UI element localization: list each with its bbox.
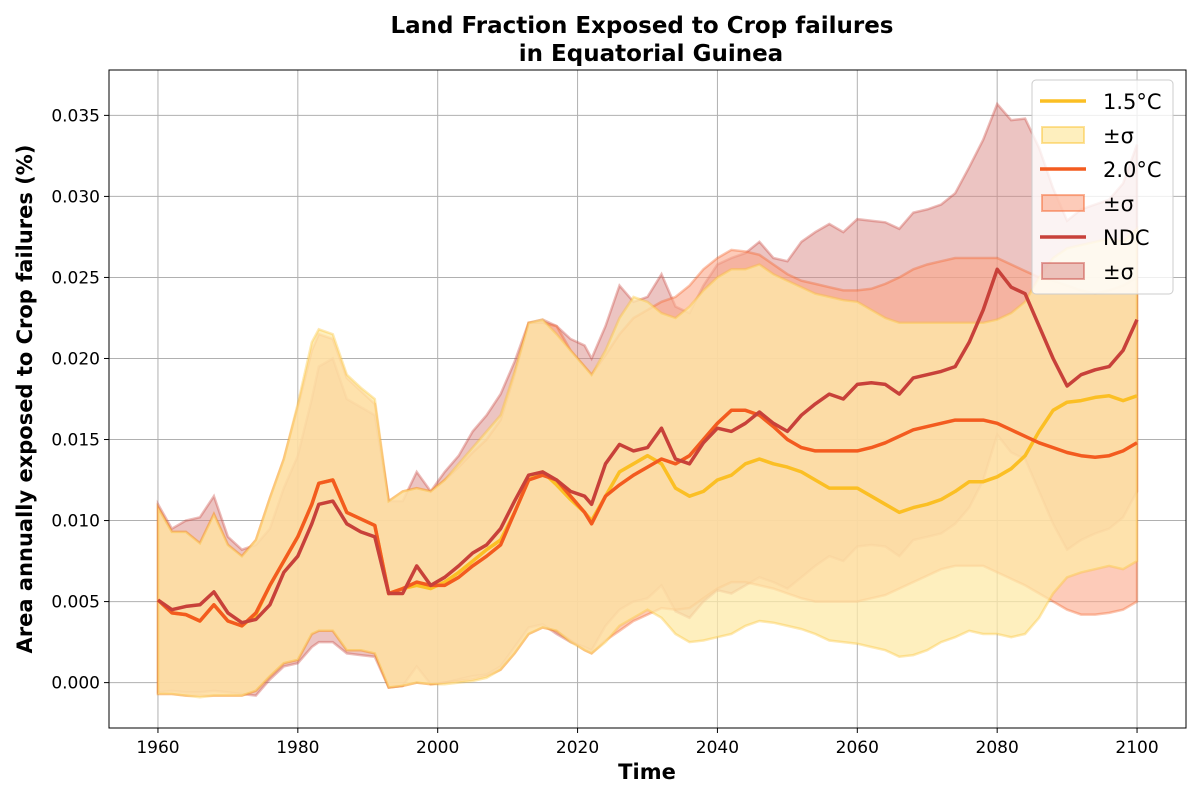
x-axis-ticks: 1960 1980 2000 2020 2040 2060 2080 2100 <box>136 728 1159 758</box>
chart-title-line-2: in Equatorial Guinea <box>519 41 783 67</box>
series-lines <box>156 267 1139 628</box>
y-tick-label: 0.030 <box>51 187 100 207</box>
y-tick-label: 0.015 <box>51 431 100 451</box>
legend: 1.5°C ±σ 2.0°C ±σ NDC ±σ <box>1031 79 1174 295</box>
x-tick-label: 2060 <box>836 738 879 758</box>
legend-label-ndc: NDC <box>1103 226 1150 250</box>
x-tick-label: 2020 <box>556 738 599 758</box>
y-tick-label: 0.035 <box>51 106 100 126</box>
y-tick-label: 0.010 <box>51 512 100 532</box>
x-tick-label: 1980 <box>276 738 319 758</box>
y-axis-label: Area annually exposed to Crop failures (… <box>13 145 37 654</box>
y-tick-label: 0.025 <box>51 268 100 288</box>
line-2-0-c <box>156 408 1138 628</box>
legend-band-swatch-1-5-c <box>1041 126 1085 144</box>
band-1-5-c <box>156 225 1139 699</box>
x-tick-label: 2040 <box>696 738 739 758</box>
x-tick-label: 2000 <box>416 738 459 758</box>
legend-label-2-0-c: 2.0°C <box>1103 158 1162 182</box>
y-tick-label: 0.005 <box>51 593 100 613</box>
line-ndc <box>156 267 1139 625</box>
x-tick-label: 2100 <box>1115 738 1158 758</box>
y-tick-label: 0.000 <box>51 674 100 694</box>
x-tick-label: 2080 <box>976 738 1019 758</box>
legend-label-1-5-c: 1.5°C <box>1103 90 1162 114</box>
chart-title-line-1: Land Fraction Exposed to Crop failures <box>391 13 894 39</box>
uncertainty-bands <box>156 101 1139 699</box>
plot-frame <box>108 69 1187 729</box>
x-axis-label: Time <box>618 760 676 784</box>
legend-band-label-2-0-c: ±σ <box>1103 192 1134 216</box>
legend-band-swatch-2-0-c <box>1041 194 1085 212</box>
y-tick-label: 0.020 <box>51 349 100 369</box>
x-tick-label: 1960 <box>136 738 179 758</box>
y-axis-ticks: 0.000 0.005 0.010 0.015 0.020 0.025 0.030 0.035 <box>51 106 109 694</box>
legend-band-label-1-5-c: ±σ <box>1103 124 1134 148</box>
legend-band-swatch-ndc <box>1041 262 1085 280</box>
legend-band-label-ndc: ±σ <box>1103 260 1134 284</box>
